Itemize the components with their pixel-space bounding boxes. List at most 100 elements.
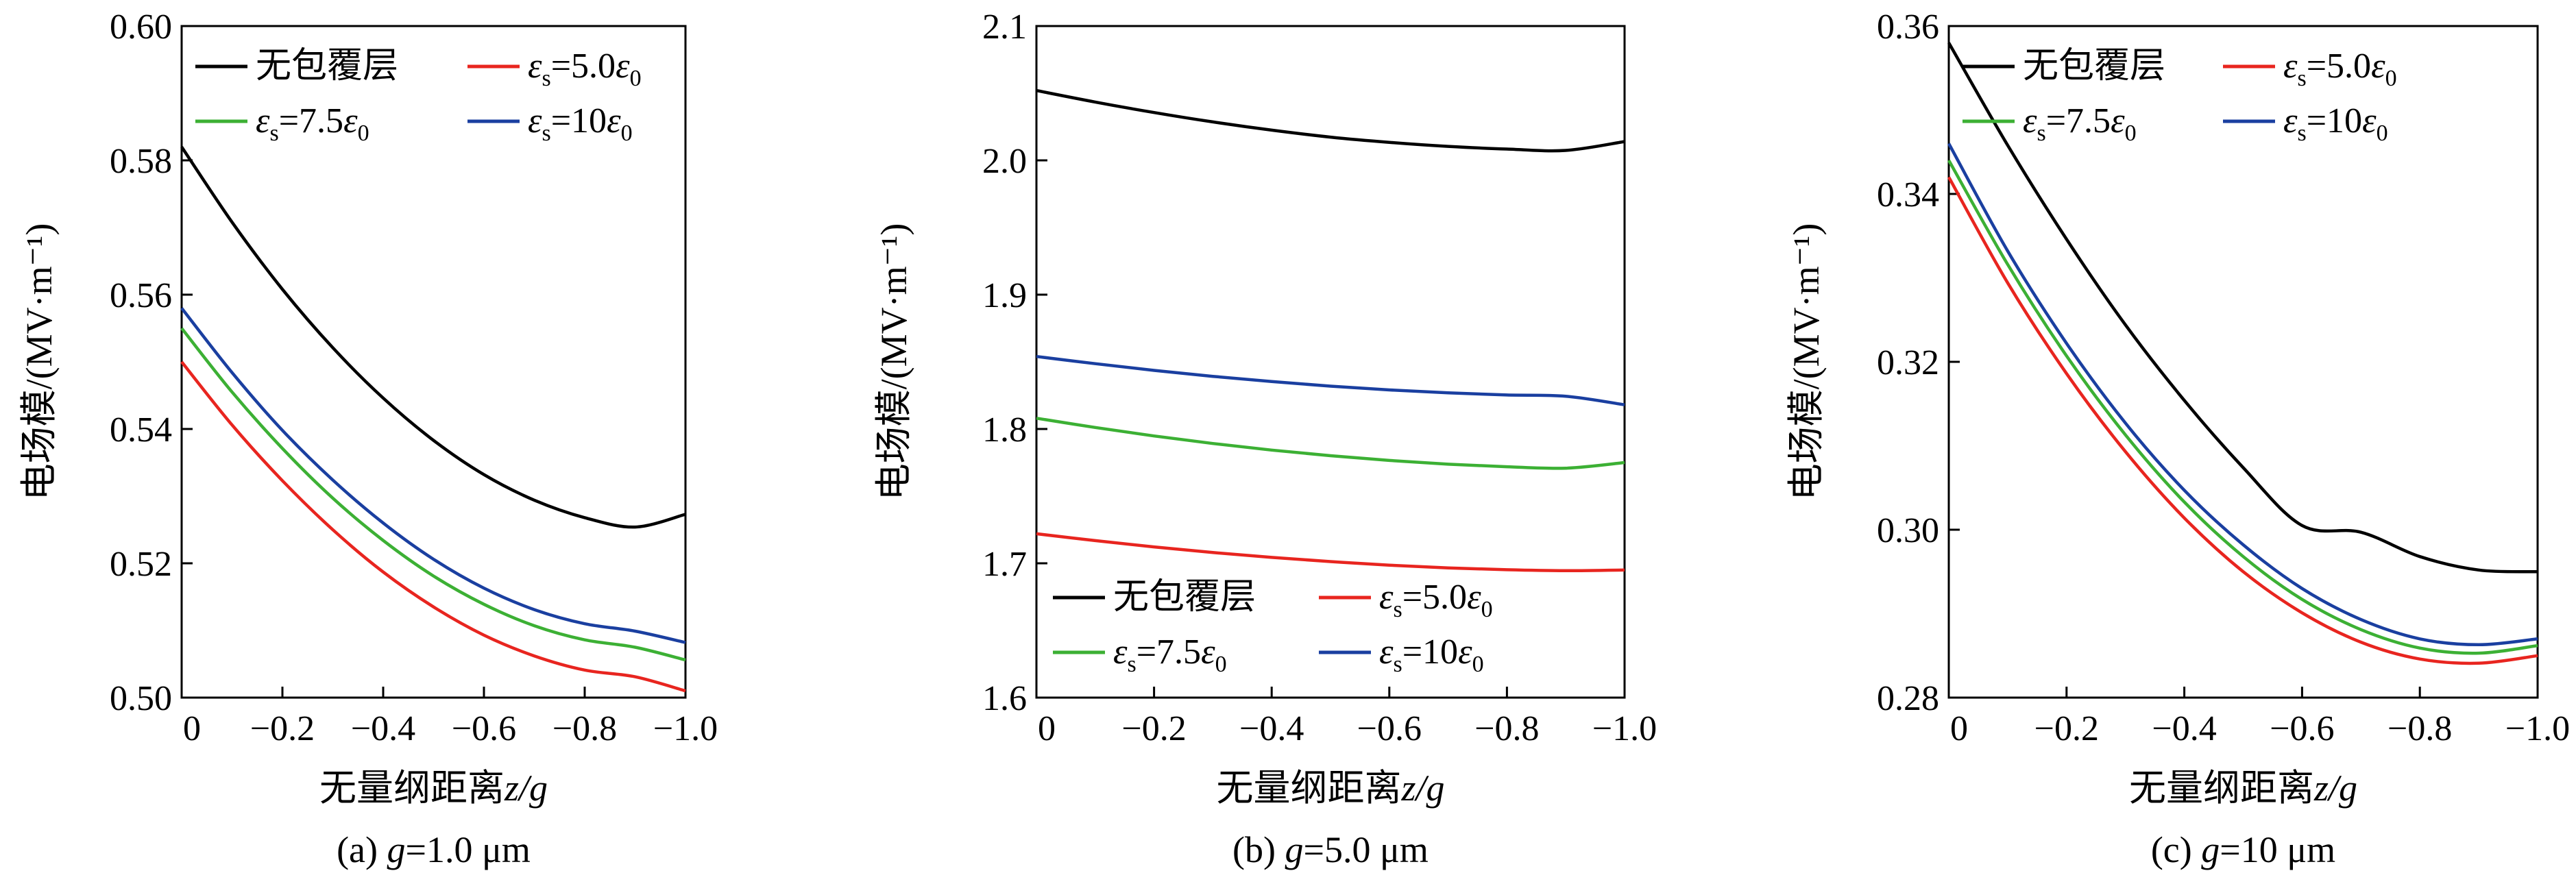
y-axis-label: 电场模/(MV·m⁻¹) (19, 223, 60, 501)
plot-frame (1035, 25, 1626, 699)
legend-label: εs=10ε0 (528, 101, 633, 146)
series-line-0 (1036, 88, 1625, 153)
x-tick-label: −0.4 (2152, 709, 2216, 748)
y-tick-label: 2.1 (982, 8, 1027, 47)
legend-entry: εs=10ε0 (467, 101, 633, 146)
x-axis-label: 无量纲距离z/g (319, 768, 548, 809)
legend-label: 无包覆层 (2023, 47, 2165, 86)
series-line-1 (1036, 532, 1625, 573)
y-tick-label: 1.9 (982, 276, 1027, 315)
series-line-3 (1036, 354, 1625, 406)
y-tick-label: 0.32 (1877, 343, 1939, 382)
caption-part: =10 μm (2220, 829, 2335, 870)
x-tick-label: −1.0 (2505, 709, 2570, 748)
y-tick-label: 0.34 (1877, 175, 1939, 214)
y-axis-label: 电场模/(MV·m⁻¹) (873, 223, 914, 501)
x-axis-label-text: 无量纲距离 (319, 768, 505, 809)
x-tick-label: −0.2 (250, 709, 315, 748)
panel-caption: (a) g=1.0 μm (337, 829, 531, 870)
x-tick-label: −0.2 (1121, 709, 1186, 748)
x-tick-label: −0.6 (452, 709, 516, 748)
x-axis-label-variable: z/g (2313, 768, 2357, 809)
y-tick-label: 2.0 (982, 142, 1027, 181)
x-tick-label: −0.8 (1474, 709, 1539, 748)
legend-label: 无包覆层 (256, 47, 398, 86)
caption-part: (b) (1232, 829, 1285, 870)
legend-label: εs=10ε0 (1379, 633, 1484, 677)
legend-entry: εs=7.5ε0 (195, 101, 369, 146)
y-tick-label: 0.36 (1877, 8, 1939, 47)
x-axis-label-text: 无量纲距离 (1216, 768, 1401, 809)
legend-entry: εs=10ε0 (1319, 633, 1484, 677)
panel-caption: (c) g=10 μm (2151, 829, 2335, 870)
caption-part: (a) (337, 829, 387, 870)
legend-entry: 无包覆层 (195, 47, 398, 86)
legend-entry: εs=7.5ε0 (1053, 633, 1227, 677)
legend-label: εs=10ε0 (2283, 101, 2388, 146)
x-tick-label: −0.8 (2387, 709, 2452, 748)
legend-label: εs=7.5ε0 (2023, 101, 2137, 146)
y-tick-label: 0.28 (1877, 679, 1939, 718)
legend-label: εs=7.5ε0 (256, 101, 369, 146)
series-line-1 (180, 360, 686, 693)
caption-part: =5.0 μm (1304, 829, 1429, 870)
series-line-2 (1036, 417, 1625, 470)
x-axis-label: 无量纲距离z/g (1216, 768, 1444, 809)
legend-entry: εs=5.0ε0 (467, 47, 642, 91)
legend-label: εs=5.0ε0 (2283, 47, 2397, 91)
series-line-0 (1947, 42, 2538, 574)
legend-label: εs=5.0ε0 (1379, 578, 1493, 622)
x-tick-label: −0.4 (1239, 709, 1304, 748)
series-line-3 (180, 307, 686, 644)
x-tick-label: 0 (1950, 709, 1968, 748)
x-axis-label-variable: z/g (1400, 768, 1444, 809)
y-tick-label: 0.52 (110, 545, 172, 584)
x-tick-label: 0 (1038, 709, 1056, 748)
series-line-3 (1947, 143, 2538, 647)
x-tick-label: −0.6 (2270, 709, 2334, 748)
x-tick-label: −0.8 (552, 709, 617, 748)
x-tick-label: −0.4 (351, 709, 415, 748)
legend-entry: εs=5.0ε0 (2223, 47, 2397, 91)
x-tick-label: −1.0 (653, 709, 718, 748)
y-tick-label: 0.50 (110, 679, 172, 718)
legend-label: 无包覆层 (1113, 578, 1256, 617)
series-line-2 (180, 327, 686, 662)
y-axis-label: 电场模/(MV·m⁻¹) (1786, 223, 1827, 501)
x-axis-label-text: 无量纲距离 (2129, 768, 2314, 809)
x-tick-label: 0 (183, 709, 201, 748)
legend-label: εs=5.0ε0 (528, 47, 642, 91)
series-line-2 (1947, 159, 2538, 655)
caption-part: =1.0 μm (406, 829, 531, 870)
y-tick-label: 0.60 (110, 8, 172, 47)
chart-panel-1: 0 −0.2 −0.4 −0.6 −0.8 −1.0 1.6 1.7 1.8 1.9 2.0 2.1 无… (873, 8, 1657, 870)
caption-part: g (2201, 829, 2220, 870)
legend-entry: εs=10ε0 (2223, 101, 2388, 146)
x-tick-label: −0.6 (1357, 709, 1422, 748)
y-tick-label: 0.58 (110, 142, 172, 181)
legend-entry: 无包覆层 (1053, 578, 1256, 617)
legend-label: εs=7.5ε0 (1113, 633, 1227, 677)
y-tick-label: 1.8 (982, 410, 1027, 450)
y-tick-label: 1.6 (982, 679, 1027, 718)
caption-part: g (387, 829, 406, 870)
legend-entry: 无包覆层 (1963, 47, 2165, 86)
x-axis-label-variable: z/g (504, 768, 548, 809)
legend-entry: εs=7.5ε0 (1963, 101, 2137, 146)
y-tick-label: 0.54 (110, 410, 172, 450)
y-tick-label: 1.7 (982, 545, 1027, 584)
x-tick-label: −0.2 (2034, 709, 2099, 748)
legend-entry: εs=5.0ε0 (1319, 578, 1493, 622)
chart-panel-0: 0 −0.2 −0.4 −0.6 −0.8 −1.0 0.50 0.52 0.54 0.56 0.5… (19, 8, 718, 870)
panel-caption: (b) g=5.0 μm (1232, 829, 1429, 870)
series-line-1 (1947, 176, 2538, 665)
caption-part: g (1285, 829, 1304, 870)
y-tick-label: 0.30 (1877, 511, 1939, 550)
x-axis-label: 无量纲距离z/g (2129, 768, 2357, 809)
series-line-0 (180, 146, 686, 529)
x-tick-label: −1.0 (1592, 709, 1657, 748)
caption-part: (c) (2151, 829, 2201, 870)
y-tick-label: 0.56 (110, 276, 172, 315)
chart-panel-2: 0 −0.2 −0.4 −0.6 −0.8 −1.0 0.28 0.30 0.32 0.34 0.3… (1786, 8, 2570, 870)
